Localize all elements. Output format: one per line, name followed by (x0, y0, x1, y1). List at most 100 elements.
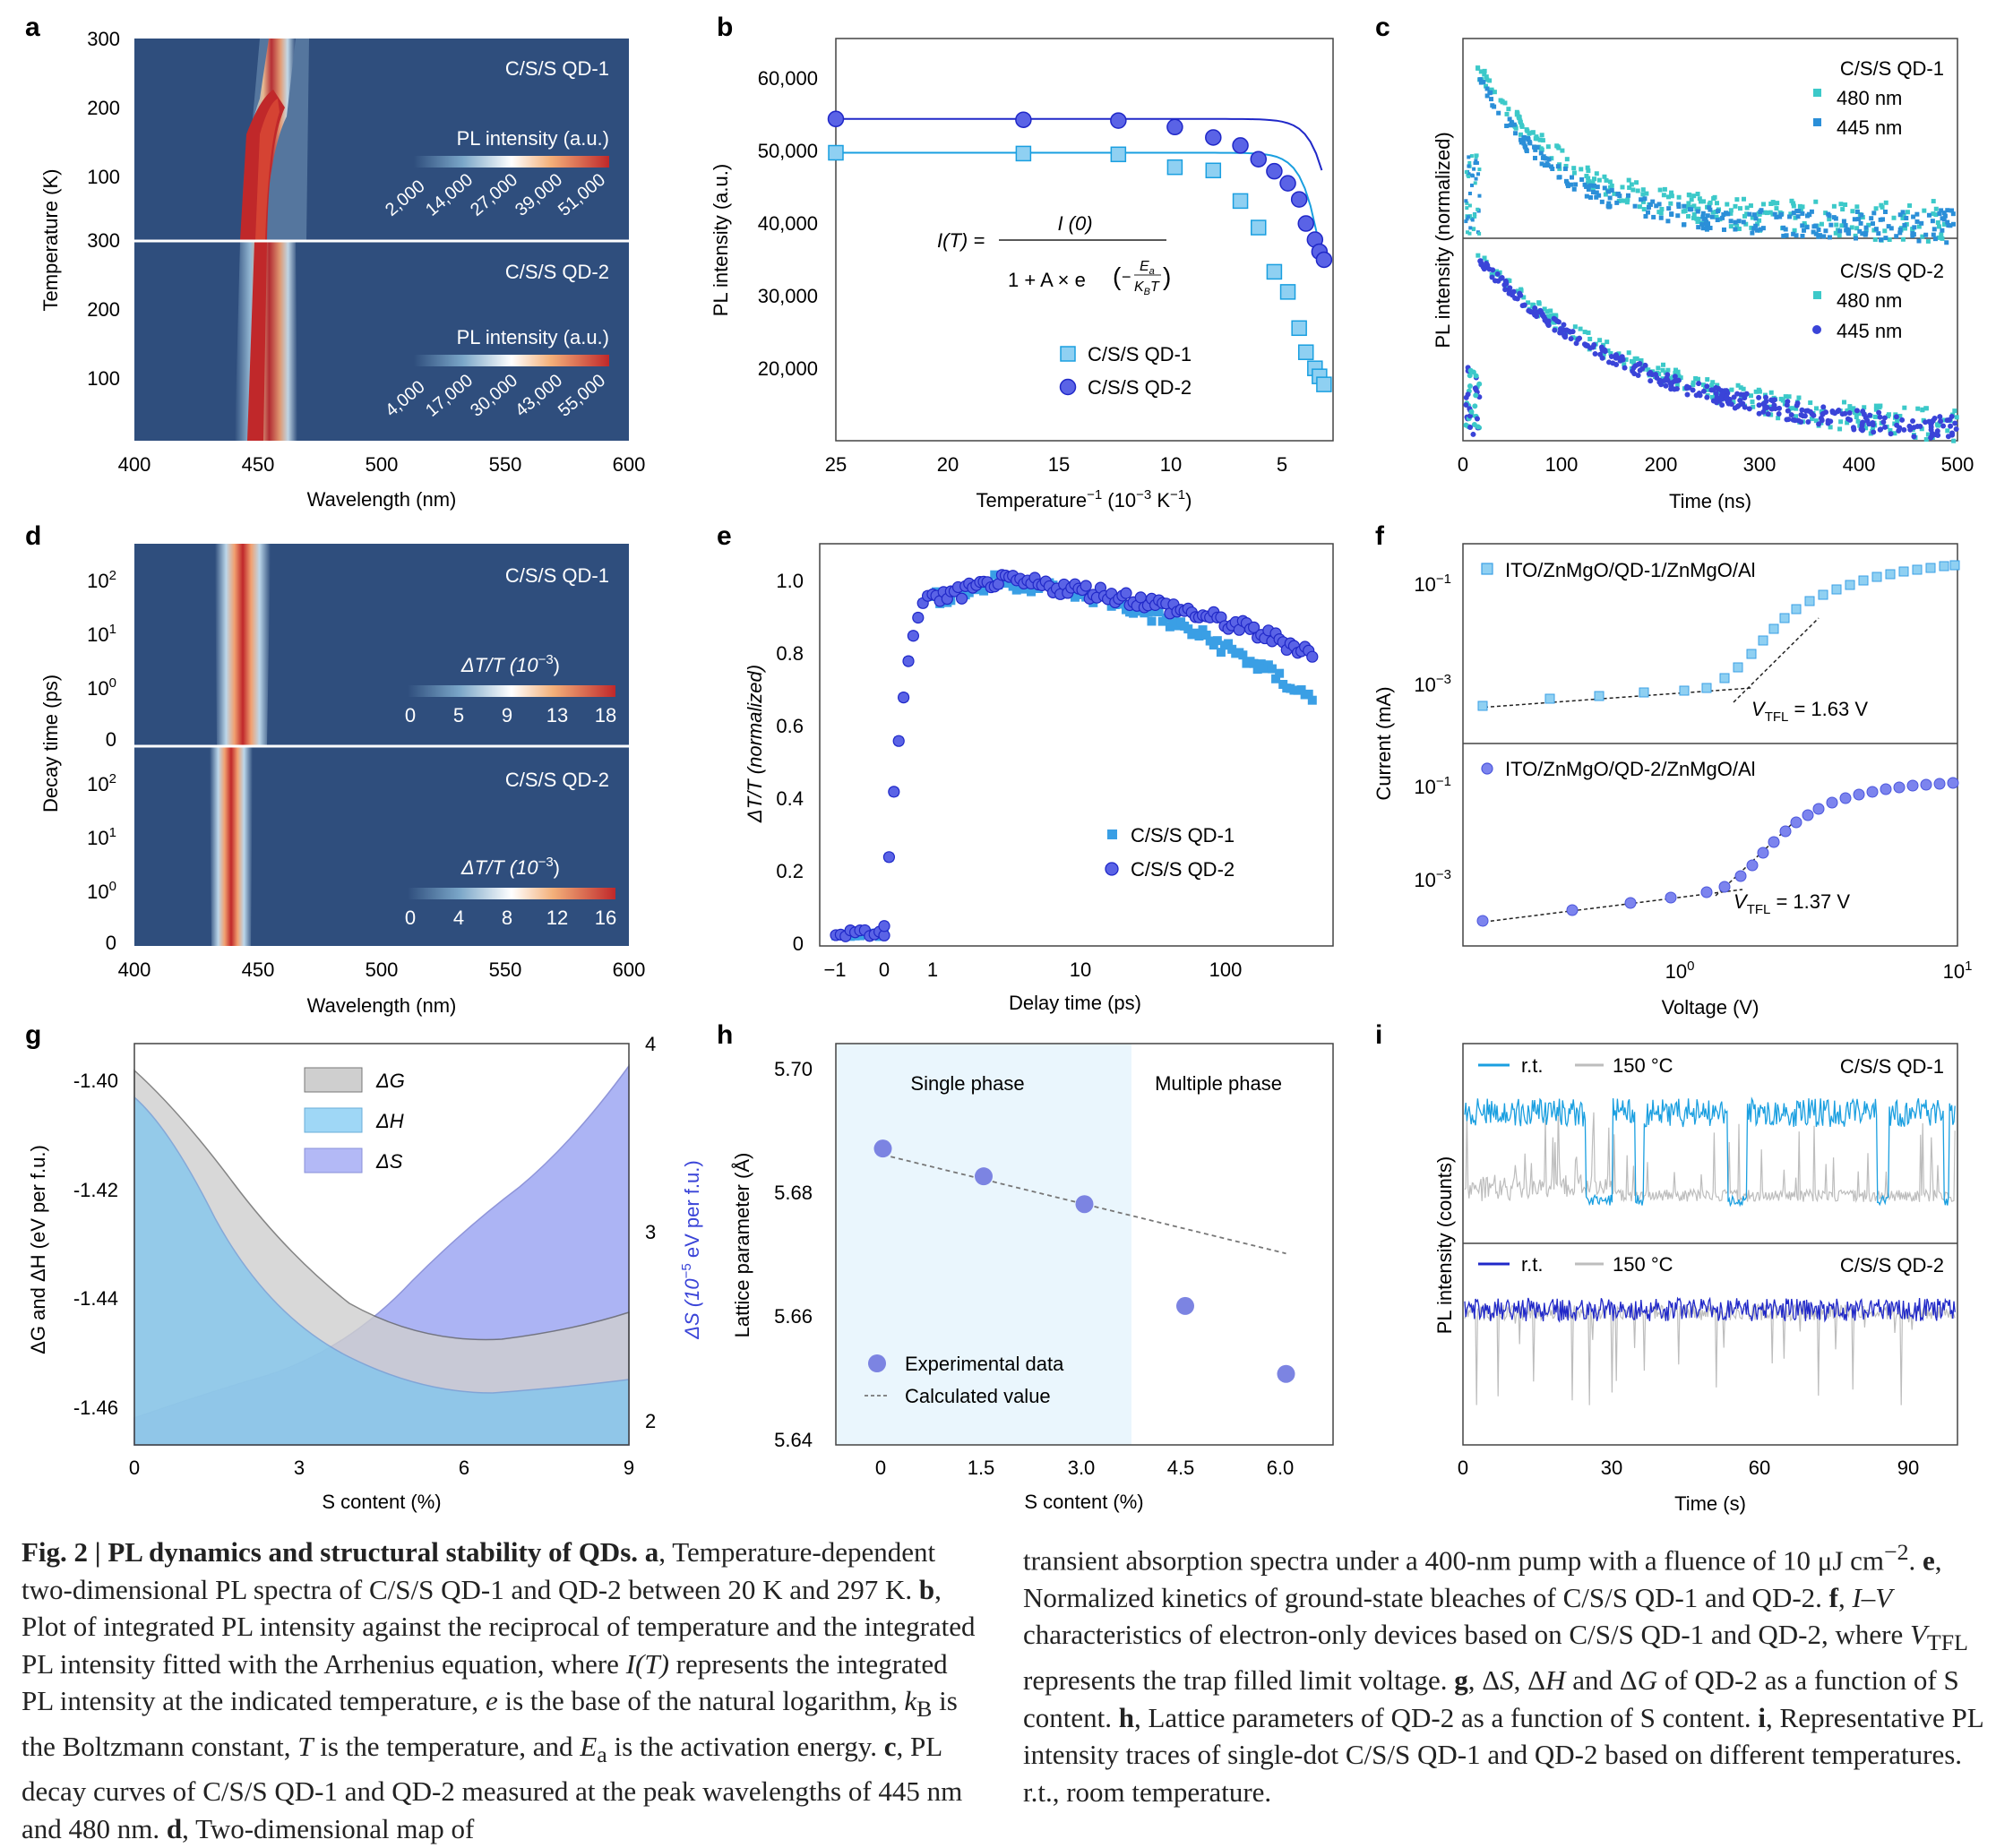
data-point (1176, 1296, 1194, 1315)
decay-point (1484, 74, 1489, 80)
decay-point (1592, 351, 1598, 357)
y-tick: 5.68 (774, 1182, 813, 1204)
decay-point (1756, 394, 1762, 400)
heatmap-label: C/S/S QD-1 (505, 564, 609, 587)
iv-point (1826, 796, 1838, 809)
iv-point (1858, 575, 1869, 586)
decay-point (1781, 225, 1786, 230)
panel-letter: b (717, 13, 733, 42)
decay-point (1609, 187, 1614, 193)
decay-point (1724, 211, 1729, 216)
legend-marker (1059, 378, 1077, 396)
decay-point (1482, 255, 1487, 261)
kinetics-point (955, 592, 968, 605)
decay-point (1545, 322, 1552, 329)
decay-point (1904, 216, 1909, 221)
decay-point (1676, 374, 1682, 379)
trace-label: C/S/S QD-2 (1840, 260, 1944, 282)
decay-point (1538, 150, 1544, 156)
decay-point (1893, 414, 1899, 420)
x-tick: −1 (823, 958, 846, 981)
decay-point (1639, 357, 1644, 363)
colorbar-tick: 13 (546, 704, 568, 726)
decay-point (1629, 358, 1634, 364)
decay-point (1790, 417, 1796, 423)
decay-point (1842, 410, 1848, 417)
decay-point (1911, 434, 1917, 440)
decay-point (1744, 205, 1750, 211)
data-point (975, 1167, 993, 1186)
decay-point (1899, 417, 1906, 423)
data-point-qd2 (1110, 112, 1127, 129)
panel-letter: e (717, 521, 732, 551)
decay-point (1911, 425, 1917, 431)
rise-point (1475, 160, 1479, 165)
iv-point (1853, 788, 1865, 801)
decay-point (1819, 417, 1825, 423)
kinetics-point (1201, 630, 1211, 640)
decay-point (1519, 303, 1526, 309)
y-tick-right: 4 (645, 1033, 656, 1055)
y-tick: -1.40 (73, 1070, 118, 1092)
kinetics-point (1247, 621, 1260, 633)
svg-text:1 + A × e: 1 + A × e (1008, 269, 1086, 291)
decay-point (1813, 199, 1819, 204)
decay-point (1808, 400, 1813, 406)
decay-point (1613, 352, 1619, 358)
decay-point (1653, 371, 1659, 377)
decay-point (1846, 231, 1852, 236)
decay-point (1587, 179, 1592, 185)
decay-point (1714, 400, 1720, 406)
decay-point (1629, 182, 1634, 187)
decay-point (1563, 178, 1569, 184)
decay-point (1788, 412, 1794, 418)
x-axis-label: S content (%) (1024, 1491, 1143, 1513)
rise-point (1466, 215, 1470, 219)
y-tick: 5.66 (774, 1305, 813, 1328)
decay-point (1605, 348, 1611, 354)
decay-point (1705, 213, 1710, 219)
svg-text:10−3: 10−3 (1414, 867, 1451, 891)
decay-point (1704, 394, 1710, 400)
decay-point (1912, 225, 1917, 230)
decay-point (1797, 203, 1802, 209)
decay-point (1802, 228, 1807, 233)
trace-label: C/S/S QD-2 (1840, 1254, 1944, 1276)
plot-area (873, 1139, 1295, 1383)
data-point (873, 1139, 892, 1158)
decay-point (1706, 221, 1711, 227)
kinetics-point (1306, 650, 1319, 663)
svg-text:10−1: 10−1 (1414, 774, 1451, 798)
decay-point (1870, 422, 1876, 428)
decay-point (1704, 227, 1709, 232)
decay-point (1626, 177, 1631, 183)
plot-frame (835, 1043, 1334, 1446)
decay-point (1540, 138, 1545, 143)
rise-point (1467, 164, 1471, 168)
legend-label: 445 nm (1837, 116, 1902, 139)
decay-point (1750, 230, 1755, 236)
iv-point (1733, 662, 1743, 673)
decay-point (1737, 206, 1742, 211)
plot-frame (1462, 38, 1958, 442)
decay-point (1936, 224, 1941, 229)
iv-point (1933, 778, 1946, 790)
decay-point (1502, 287, 1509, 293)
decay-point (1850, 209, 1855, 214)
decay-point (1778, 211, 1784, 217)
kinetics-point (979, 586, 989, 596)
decay-point (1829, 409, 1836, 416)
decay-point (1949, 208, 1955, 213)
x-tick: 4.5 (1167, 1457, 1195, 1479)
decay-point (1676, 204, 1682, 210)
decay-point (1872, 414, 1878, 419)
iv-point (1920, 778, 1932, 791)
decay-point (1871, 228, 1877, 233)
decay-point (1854, 236, 1859, 241)
decay-point (1606, 204, 1612, 210)
decay-point (1939, 208, 1944, 213)
decay-point (1537, 137, 1543, 142)
decay-point (1729, 387, 1734, 392)
decay-point (1814, 406, 1820, 411)
decay-point (1533, 147, 1538, 152)
